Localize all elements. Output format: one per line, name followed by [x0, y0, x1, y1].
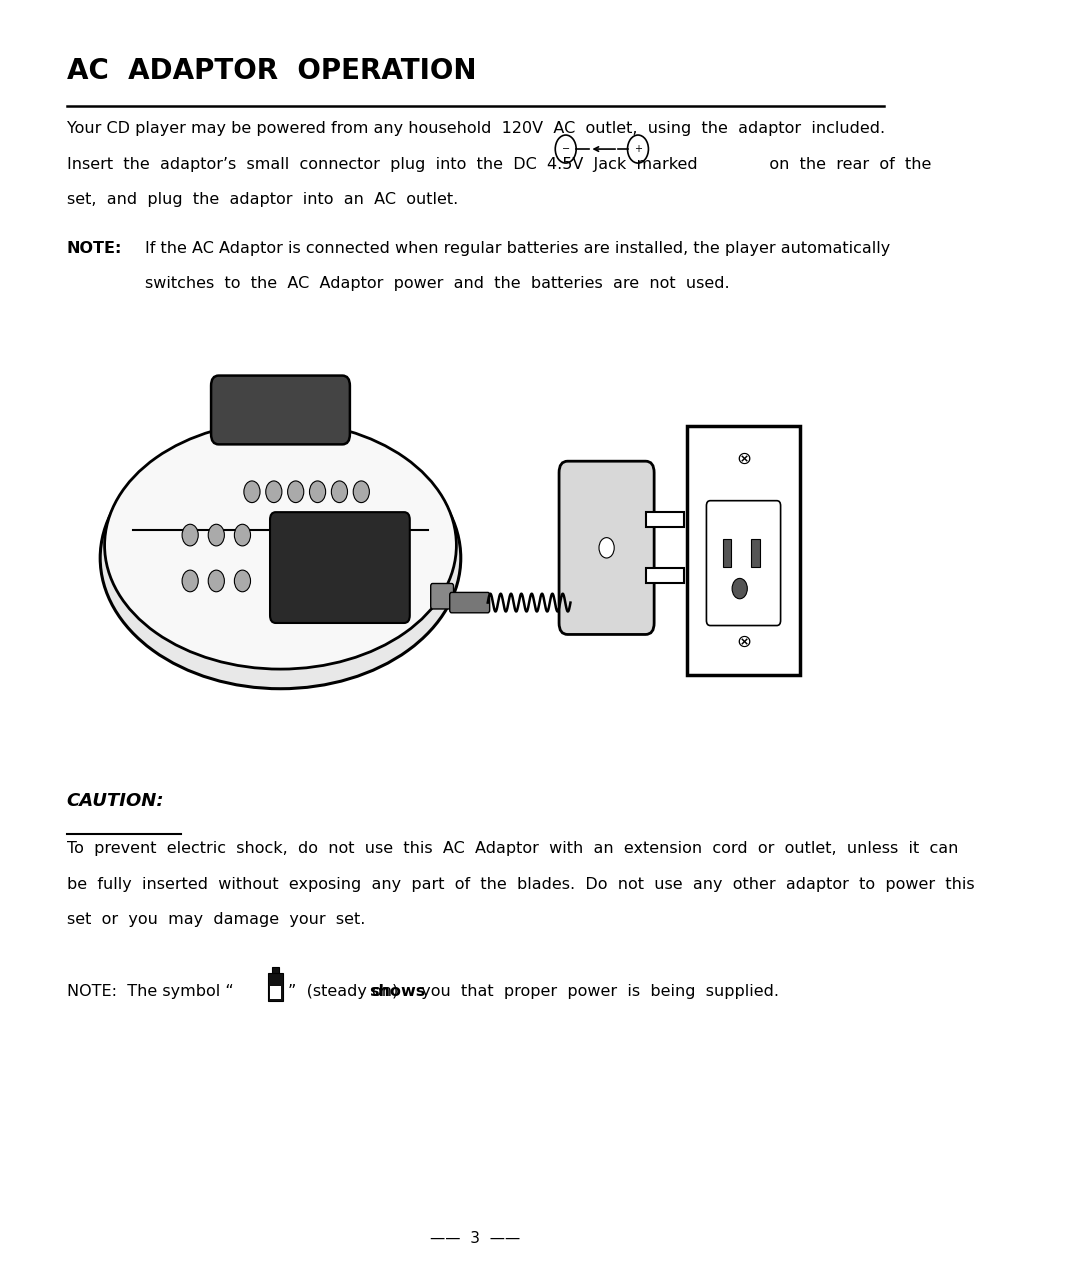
- Text: set  or  you  may  damage  your  set.: set or you may damage your set.: [67, 912, 365, 927]
- Text: +: +: [634, 144, 642, 154]
- Text: switches  to  the  AC  Adaptor  power  and  the  batteries  are  not  used.: switches to the AC Adaptor power and the…: [145, 276, 729, 292]
- Text: NOTE:  The symbol “: NOTE: The symbol “: [67, 984, 233, 999]
- Bar: [268, 973, 283, 1001]
- Bar: [687, 426, 799, 675]
- Text: Insert  the  adaptor’s  small  connector  plug  into  the  DC  4.5V  Jack  marke: Insert the adaptor’s small connector plu…: [67, 157, 931, 172]
- Text: AC  ADAPTOR  OPERATION: AC ADAPTOR OPERATION: [67, 57, 476, 85]
- Text: shows: shows: [369, 984, 426, 999]
- Bar: [272, 967, 279, 973]
- Text: −: −: [562, 144, 570, 154]
- FancyBboxPatch shape: [706, 501, 781, 626]
- Circle shape: [353, 482, 369, 503]
- FancyBboxPatch shape: [559, 461, 654, 634]
- Text: be  fully  inserted  without  exposing  any  part  of  the  blades.  Do  not  us: be fully inserted without exposing any p…: [67, 877, 974, 892]
- Circle shape: [310, 482, 326, 503]
- Text: NOTE:: NOTE:: [67, 241, 122, 256]
- FancyBboxPatch shape: [211, 376, 350, 445]
- Bar: [646, 568, 684, 583]
- Circle shape: [244, 482, 260, 503]
- Circle shape: [208, 525, 225, 547]
- FancyBboxPatch shape: [449, 592, 489, 613]
- Text: Your CD player may be powered from any household  120V  AC  outlet,  using  the : Your CD player may be powered from any h…: [67, 121, 885, 136]
- Text: If the AC Adaptor is connected when regular batteries are installed, the player : If the AC Adaptor is connected when regu…: [145, 241, 890, 256]
- Bar: [751, 539, 759, 567]
- FancyBboxPatch shape: [431, 583, 454, 609]
- Bar: [646, 512, 684, 527]
- FancyBboxPatch shape: [270, 512, 409, 623]
- Circle shape: [266, 482, 282, 503]
- Text: CAUTION:: CAUTION:: [67, 792, 164, 810]
- Bar: [723, 539, 731, 567]
- Text: ⊗: ⊗: [735, 632, 751, 651]
- Circle shape: [287, 482, 303, 503]
- Circle shape: [234, 571, 251, 591]
- Text: To  prevent  electric  shock,  do  not  use  this  AC  Adaptor  with  an  extens: To prevent electric shock, do not use th…: [67, 841, 958, 856]
- Circle shape: [183, 571, 199, 591]
- Circle shape: [332, 482, 348, 503]
- Circle shape: [732, 578, 747, 599]
- Text: you  that  proper  power  is  being  supplied.: you that proper power is being supplied.: [410, 984, 779, 999]
- Circle shape: [183, 525, 199, 547]
- Text: ——  3  ——: —— 3 ——: [430, 1231, 521, 1246]
- Circle shape: [234, 525, 251, 547]
- Text: set,  and  plug  the  adaptor  into  an  AC  outlet.: set, and plug the adaptor into an AC out…: [67, 192, 458, 208]
- Ellipse shape: [100, 427, 461, 689]
- Bar: [270, 986, 282, 999]
- Text: ⊗: ⊗: [735, 450, 751, 469]
- Ellipse shape: [105, 422, 457, 669]
- Text: ”  (steady on): ” (steady on): [288, 984, 408, 999]
- Circle shape: [208, 571, 225, 591]
- Circle shape: [599, 538, 615, 558]
